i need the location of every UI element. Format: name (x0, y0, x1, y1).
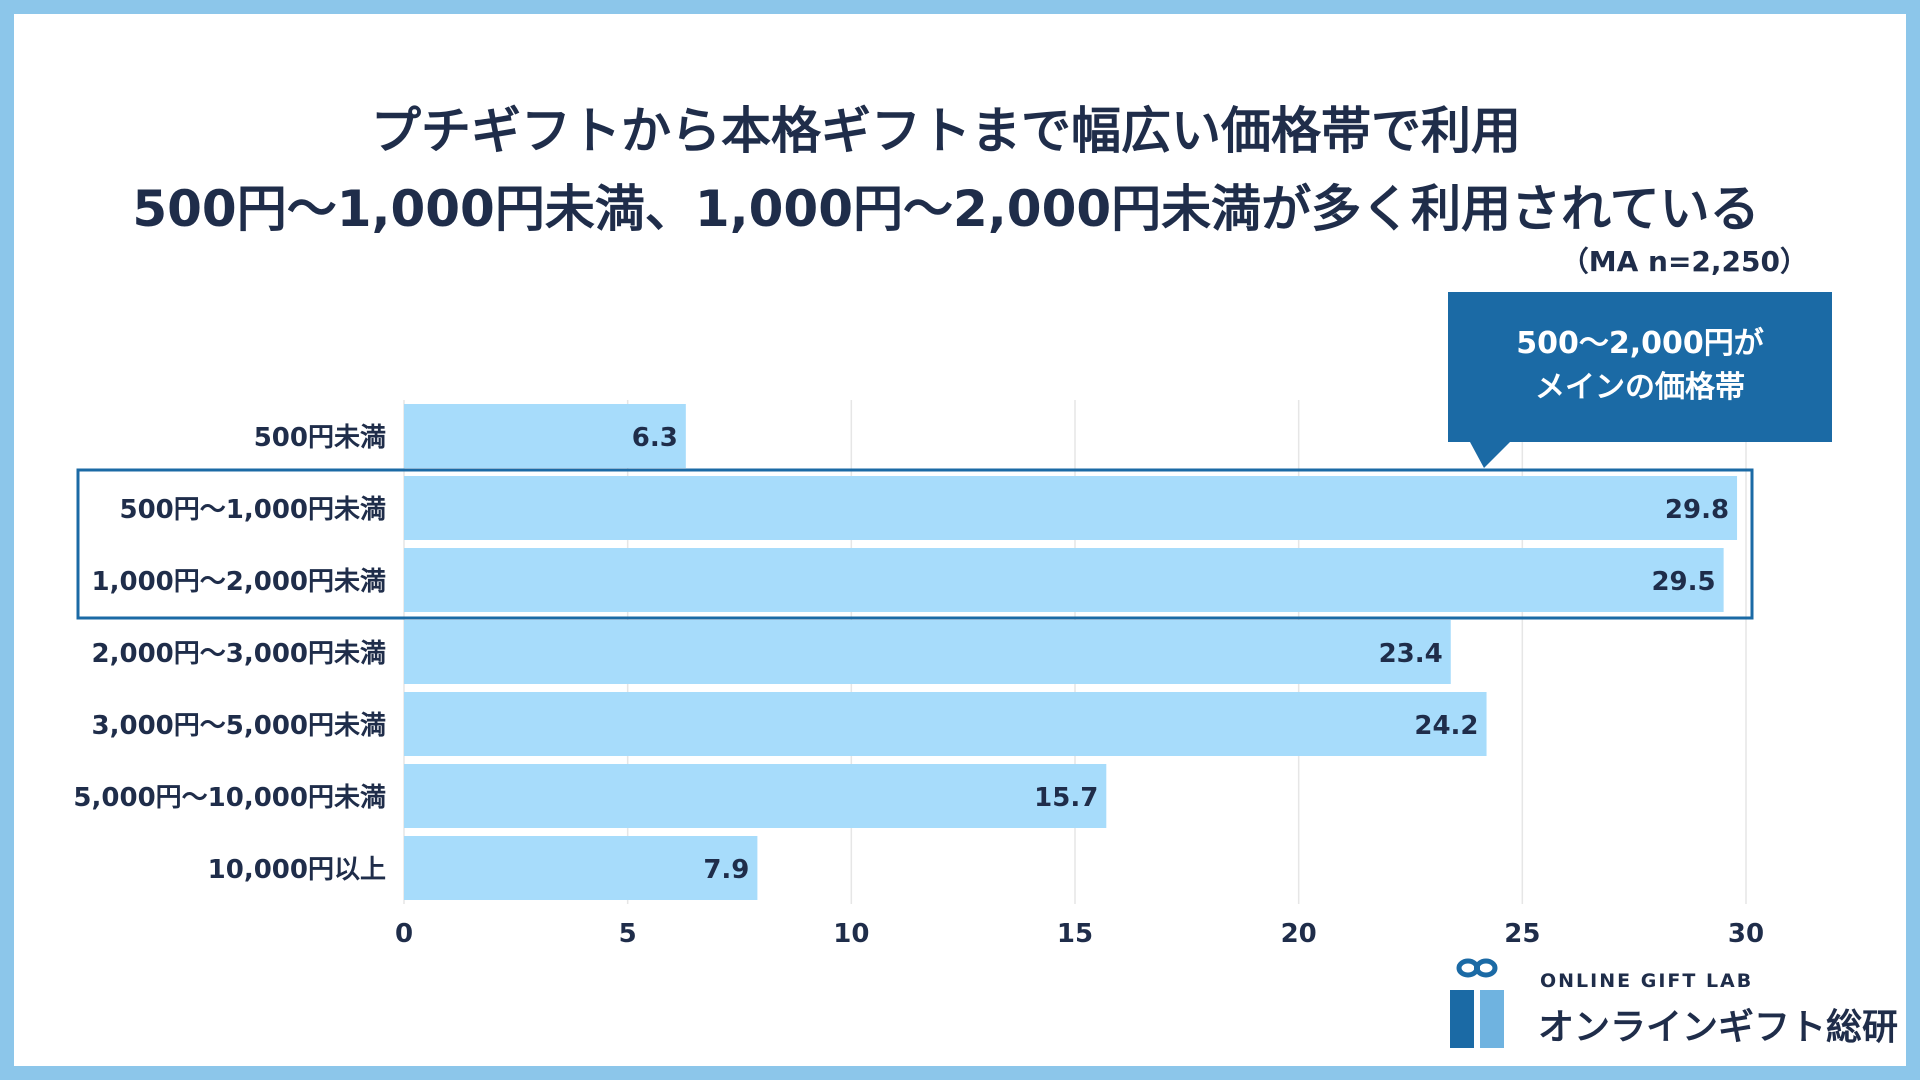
bar-value-label: 29.5 (1651, 567, 1715, 597)
highlight-frame (76, 468, 1754, 620)
chart-title: プチギフトから本格ギフトまで幅広い価格帯で利用 500円〜1,000円未満、1,… (0, 92, 1892, 248)
callout-line-1: 500〜2,000円が (1516, 326, 1764, 361)
category-label: 5,000円〜10,000円未満 (73, 783, 386, 813)
logo-english-text: ONLINE GIFT LAB (1540, 970, 1754, 992)
bar (404, 476, 1738, 540)
bar-value-label: 24.2 (1414, 711, 1478, 741)
sample-size-note: （MA n=2,250） (1560, 245, 1808, 278)
callout-line-2: メインの価格帯 (1535, 370, 1745, 405)
category-label: 500円未満 (254, 423, 386, 453)
bar (404, 692, 1487, 756)
bar (404, 764, 1107, 828)
bar-value-label: 29.8 (1665, 495, 1729, 525)
callout-pointer (1470, 442, 1510, 468)
x-tick-label: 30 (1728, 919, 1764, 949)
bar (404, 404, 686, 468)
x-tick-label: 10 (833, 919, 869, 949)
category-label: 1,000円〜2,000円未満 (92, 567, 386, 597)
bar-value-label: 6.3 (632, 423, 678, 453)
bar (404, 836, 758, 900)
gift-box-icon (1450, 958, 1504, 1048)
x-tick-label: 15 (1057, 919, 1093, 949)
bar (404, 620, 1451, 684)
bar-value-label: 23.4 (1379, 639, 1443, 669)
x-tick-label: 20 (1281, 919, 1317, 949)
brand-logo: ONLINE GIFT LAB オンラインギフト総研 (1430, 950, 1898, 1050)
category-label: 2,000円〜3,000円未満 (92, 639, 386, 669)
callout-box: 500〜2,000円が メインの価格帯 (1448, 292, 1832, 442)
category-label: 500円〜1,000円未満 (119, 495, 386, 525)
x-tick-label: 25 (1504, 919, 1540, 949)
bar (404, 548, 1724, 612)
x-tick-label: 0 (395, 919, 413, 949)
title-line-2: 500円〜1,000円未満、1,000円〜2,000円未満が多く利用されている (132, 180, 1760, 238)
category-label: 3,000円〜5,000円未満 (92, 711, 386, 741)
bar-value-label: 15.7 (1034, 783, 1098, 813)
x-tick-label: 5 (619, 919, 637, 949)
title-line-1: プチギフトから本格ギフトまで幅広い価格帯で利用 (371, 102, 1521, 160)
bar-value-label: 7.9 (703, 855, 749, 885)
logo-japanese-text: オンラインギフト総研 (1538, 1007, 1899, 1048)
category-label: 10,000円以上 (208, 855, 386, 885)
